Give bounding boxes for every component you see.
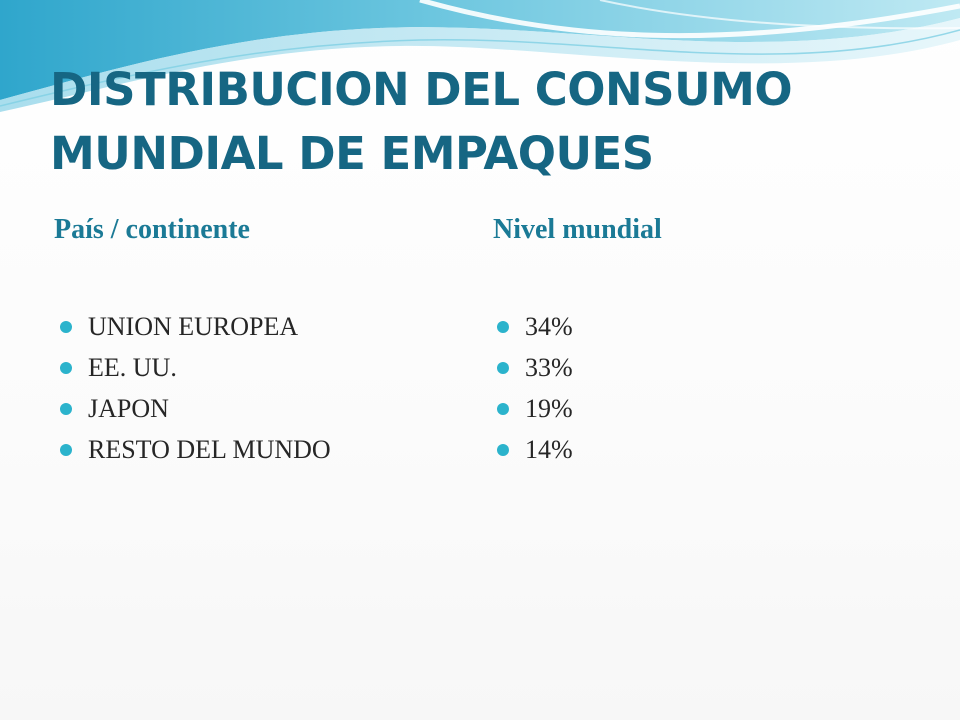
bullet-icon bbox=[497, 444, 509, 456]
column-heading-world-level: Nivel mundial bbox=[493, 214, 662, 245]
column-heading-country: País / continente bbox=[54, 214, 250, 245]
percentage-value: 34% bbox=[525, 312, 573, 341]
country-label: EE. UU. bbox=[88, 353, 177, 382]
list-item: EE. UU. bbox=[60, 347, 331, 388]
country-label: JAPON bbox=[88, 394, 169, 423]
list-item: RESTO DEL MUNDO bbox=[60, 429, 331, 470]
percentage-value: 19% bbox=[525, 394, 573, 423]
list-item: UNION EUROPEA bbox=[60, 306, 331, 347]
list-item: 14% bbox=[497, 429, 573, 470]
list-item: 33% bbox=[497, 347, 573, 388]
header-wave-decoration bbox=[0, 0, 960, 112]
country-label: RESTO DEL MUNDO bbox=[88, 435, 331, 464]
percentage-list: 34% 33% 19% 14% bbox=[497, 306, 573, 470]
list-item: 19% bbox=[497, 388, 573, 429]
bullet-icon bbox=[60, 321, 72, 333]
percentage-value: 33% bbox=[525, 353, 573, 382]
bullet-icon bbox=[497, 362, 509, 374]
slide-title-line-1: DISTRIBUCION DEL CONSUMO bbox=[50, 63, 793, 116]
bullet-icon bbox=[60, 403, 72, 415]
country-label: UNION EUROPEA bbox=[88, 312, 299, 341]
bullet-icon bbox=[60, 362, 72, 374]
bullet-icon bbox=[497, 403, 509, 415]
list-item: JAPON bbox=[60, 388, 331, 429]
country-list: UNION EUROPEA EE. UU. JAPON RESTO DEL MU… bbox=[60, 306, 331, 470]
bullet-icon bbox=[497, 321, 509, 333]
slide-title-line-2: MUNDIAL DE EMPAQUES bbox=[50, 127, 654, 180]
bullet-icon bbox=[60, 444, 72, 456]
slide-title: DISTRIBUCION DEL CONSUMO MUNDIAL DE EMPA… bbox=[50, 58, 930, 186]
list-item: 34% bbox=[497, 306, 573, 347]
percentage-value: 14% bbox=[525, 435, 573, 464]
